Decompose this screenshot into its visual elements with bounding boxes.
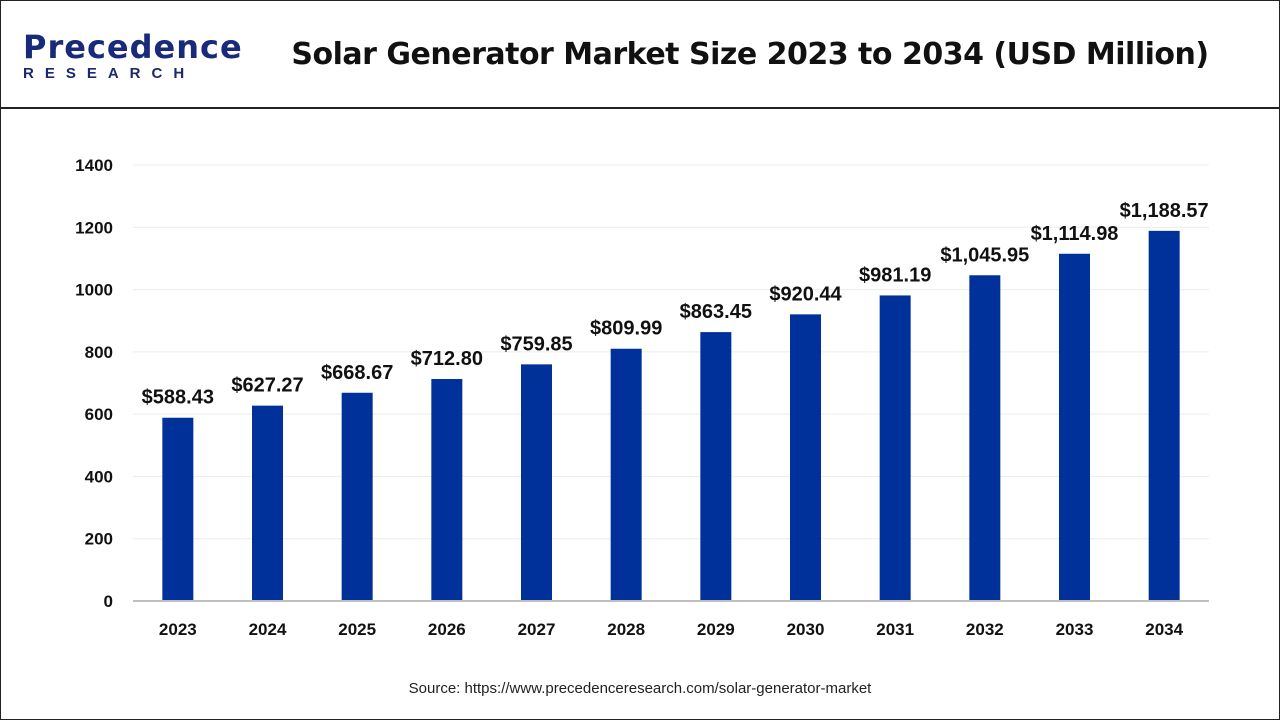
y-tick-label: 600	[85, 405, 113, 424]
y-tick-label: 1400	[75, 156, 113, 175]
data-label: $627.27	[231, 375, 303, 397]
data-label: $1,045.95	[940, 244, 1029, 266]
bar	[1148, 230, 1180, 601]
y-tick-label: 200	[85, 530, 113, 549]
x-tick-label: 2032	[966, 620, 1004, 639]
x-tick-label: 2034	[1145, 620, 1183, 639]
bar	[341, 392, 373, 601]
header: Precedence RESEARCH Solar Generator Mark…	[1, 1, 1279, 109]
y-tick-label: 1000	[75, 281, 113, 300]
bar	[162, 417, 194, 601]
x-tick-label: 2023	[159, 620, 197, 639]
bar	[252, 405, 283, 601]
data-label: $1,114.98	[1031, 223, 1119, 245]
bar	[610, 348, 642, 601]
x-tick-label: 2025	[338, 620, 376, 639]
x-tick-label: 2031	[876, 620, 914, 639]
data-label: $588.43	[142, 387, 214, 409]
data-label: $712.80	[411, 348, 483, 370]
x-tick-label: 2030	[787, 620, 825, 639]
bar	[969, 275, 1001, 601]
bar	[700, 332, 732, 601]
data-label: $1,188.57	[1120, 200, 1209, 222]
bar	[431, 379, 463, 601]
bar	[1059, 253, 1090, 601]
logo: Precedence RESEARCH	[23, 31, 243, 82]
x-tick-label: 2026	[428, 620, 466, 639]
data-label: $668.67	[321, 362, 393, 384]
x-tick-label: 2029	[697, 620, 735, 639]
chart-title: Solar Generator Market Size 2023 to 2034…	[291, 37, 1209, 72]
x-tick-label: 2024	[249, 620, 287, 639]
logo-text-top: Precedence	[23, 28, 243, 66]
data-label: $809.99	[590, 318, 662, 340]
bar	[521, 364, 552, 601]
y-tick-label: 0	[104, 592, 113, 611]
x-tick-label: 2033	[1056, 620, 1094, 639]
source-note: Source: https://www.precedenceresearch.c…	[408, 680, 872, 697]
x-tick-label: 2028	[607, 620, 645, 639]
y-tick-label: 1200	[75, 218, 113, 237]
data-label: $920.44	[769, 283, 842, 305]
y-tick-label: 800	[85, 343, 113, 362]
x-tick-label: 2027	[518, 620, 556, 639]
bar	[879, 295, 911, 601]
bar	[790, 314, 821, 601]
data-label: $759.85	[500, 333, 572, 355]
data-label: $863.45	[680, 301, 752, 323]
logo-text-bottom: RESEARCH	[23, 65, 196, 82]
data-label: $981.19	[859, 264, 931, 286]
y-tick-label: 400	[85, 467, 113, 486]
